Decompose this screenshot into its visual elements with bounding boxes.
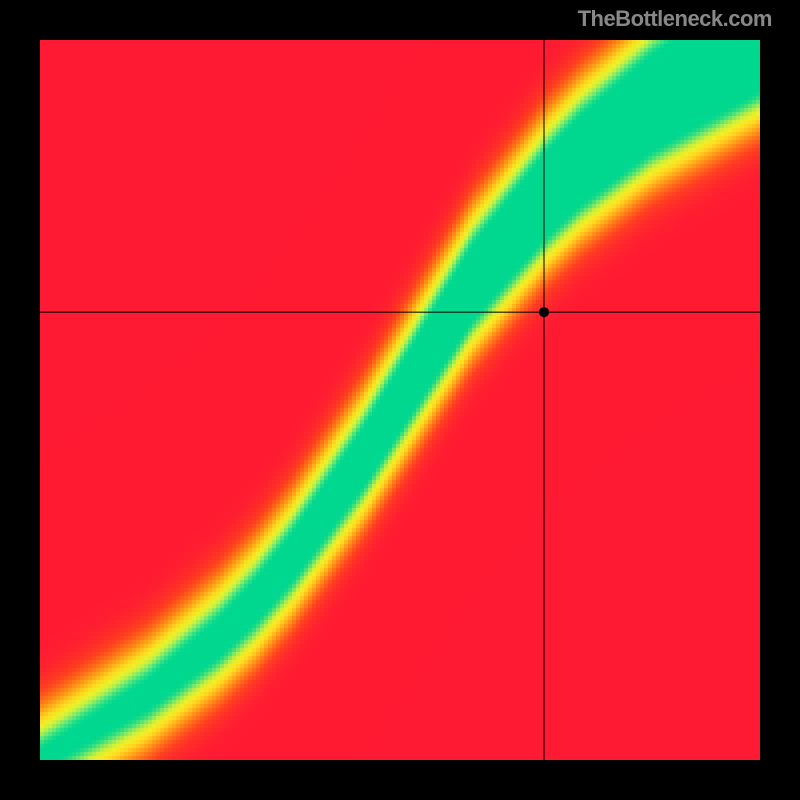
heatmap-plot [40, 40, 760, 760]
chart-container: TheBottleneck.com [0, 0, 800, 800]
heatmap-canvas [40, 40, 760, 760]
watermark-label: TheBottleneck.com [578, 6, 772, 32]
